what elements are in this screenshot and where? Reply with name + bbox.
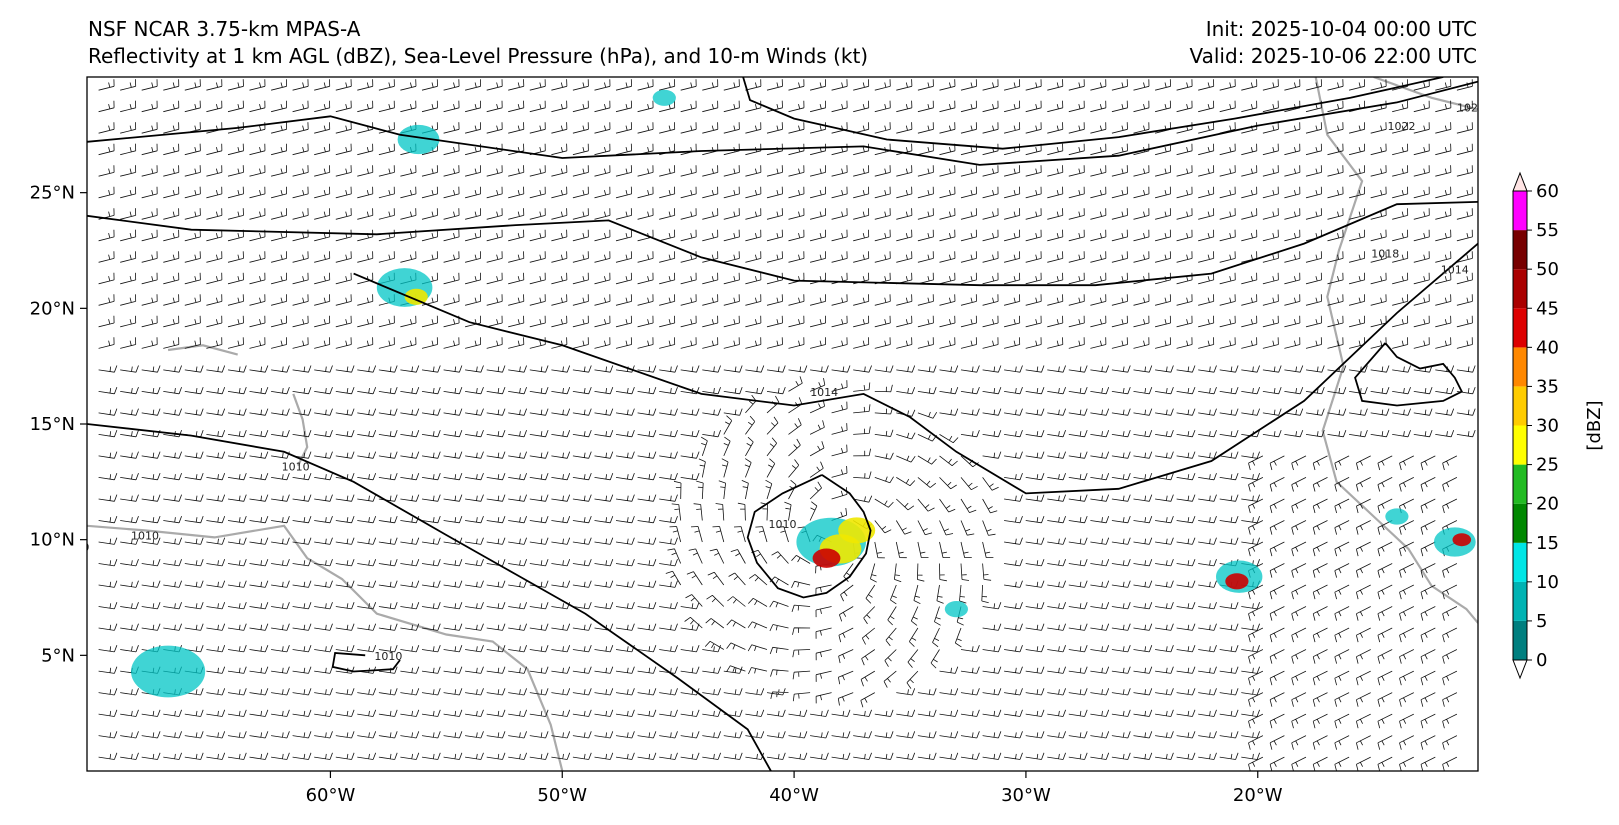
isobar-line — [331, 652, 401, 673]
isobar-label: 1014 — [810, 386, 838, 399]
colorbar-over-arrow — [1512, 171, 1528, 192]
coastline — [1373, 77, 1478, 111]
isobar-label: 1014 — [1487, 368, 1515, 381]
coastline — [87, 524, 564, 771]
isobar-label: 1018 — [1371, 247, 1399, 260]
y-tick-label: 10°N — [30, 530, 75, 551]
y-tick-label: 5°N — [41, 645, 75, 666]
coastline — [1314, 77, 1478, 624]
colorbar-tick-label: 30 — [1536, 416, 1559, 437]
colorbar-tick-label: 35 — [1536, 376, 1559, 397]
colorbar-tick-label: 45 — [1536, 298, 1559, 319]
colorbar-segment — [1513, 425, 1527, 465]
colorbar-segment — [1513, 347, 1527, 387]
isobar-line — [1354, 342, 1464, 407]
isobar-line — [742, 77, 1444, 150]
axis-layer: 60°W 50°W 40°W 30°W 20°W 5°N 10°N 15°N 20°N 25°N — [30, 183, 1283, 806]
isobar-label: 1010 — [282, 460, 310, 473]
colorbar-segment — [1513, 581, 1527, 621]
valid-time: Valid: 2025-10-06 22:00 UTC — [1189, 44, 1477, 68]
reflectivity-cell — [652, 89, 676, 106]
colorbar-tick-label: 60 — [1536, 181, 1559, 202]
colorbar-segment — [1513, 386, 1527, 426]
isobar-line — [87, 423, 772, 771]
isobar-line — [87, 80, 1478, 166]
isobar-line — [746, 474, 872, 599]
reflectivity-cell — [812, 548, 841, 568]
reflectivity-cell — [404, 288, 428, 305]
model-name: NSF NCAR 3.75-km MPAS-A — [88, 17, 361, 41]
reflectivity-cell — [1452, 533, 1472, 547]
reflectivity-layer — [131, 89, 1476, 698]
reflectivity-cell — [1385, 508, 1409, 525]
isobar-line — [87, 201, 1478, 287]
y-tick-label: 15°N — [30, 414, 75, 435]
colorbar-segment — [1513, 620, 1527, 660]
isobar-label: 1010 — [61, 541, 89, 554]
colorbar-under-arrow — [1512, 659, 1528, 680]
colorbar-tick-label: 5 — [1536, 611, 1547, 632]
isobar-line — [353, 242, 1478, 495]
reflectivity-cell — [397, 124, 440, 155]
y-tick-label: 20°N — [30, 298, 75, 319]
chart-title-right: Init: 2025-10-04 00:00 UTC Valid: 2025-1… — [1189, 16, 1477, 70]
map-content: 1022 1022 1018 1014 1014 1014 1010 1010 1010 1010… — [61, 77, 1515, 771]
x-tick-label: 50°W — [537, 785, 587, 806]
reflectivity-cell — [944, 601, 969, 618]
isobar-label: 1022 — [1457, 102, 1485, 115]
coastline — [167, 344, 238, 356]
colorbar-tick-label: 40 — [1536, 337, 1559, 358]
colorbar-tick-label: 55 — [1536, 220, 1559, 241]
chart-title-left: NSF NCAR 3.75-km MPAS-A Reflectivity at … — [88, 16, 868, 70]
reflectivity-cell — [1225, 573, 1249, 590]
x-tick-label: 30°W — [1001, 785, 1051, 806]
reflectivity-cell — [838, 517, 876, 544]
isobar-label: 1010 — [131, 530, 159, 543]
colorbar-segment — [1513, 191, 1527, 231]
y-tick-label: 25°N — [30, 183, 75, 204]
colorbar-segment — [1513, 308, 1527, 348]
isobar-label: 1010 — [769, 518, 797, 531]
colorbar-label: [dBZ] — [1584, 400, 1605, 450]
colorbar-tick-label: 50 — [1536, 259, 1559, 280]
colorbar: 0 5 10 15 20 25 30 35 40 45 50 55 60 [dBZ] — [1512, 171, 1605, 680]
field-description: Reflectivity at 1 km AGL (dBZ), Sea-Leve… — [88, 44, 869, 68]
x-tick-label: 60°W — [306, 785, 356, 806]
colorbar-segment — [1513, 230, 1527, 270]
reflectivity-cell — [131, 645, 206, 698]
isobar-layer: 1022 1022 1018 1014 1014 1014 1010 1010 1010 1010… — [61, 77, 1515, 771]
colorbar-segment — [1513, 464, 1527, 504]
wind-barb-layer — [98, 79, 1476, 771]
init-time: Init: 2025-10-04 00:00 UTC — [1205, 17, 1477, 41]
coastline — [292, 393, 309, 467]
isobar-label: 1022 — [1388, 120, 1416, 133]
colorbar-segment — [1513, 269, 1527, 309]
colorbar-segment — [1513, 542, 1527, 582]
x-tick-label: 20°W — [1233, 785, 1283, 806]
colorbar-tick-label: 10 — [1536, 572, 1559, 593]
colorbar-tick-label: 0 — [1536, 650, 1547, 671]
colorbar-segment — [1513, 503, 1527, 543]
colorbar-tick-label: 20 — [1536, 494, 1559, 515]
x-tick-label: 40°W — [769, 785, 819, 806]
isobar-label: 1014 — [1441, 264, 1469, 277]
coastline-layer — [87, 77, 1478, 771]
colorbar-tick-label: 15 — [1536, 533, 1559, 554]
wind-barbs — [98, 79, 1476, 771]
colorbar-tick-label: 25 — [1536, 455, 1559, 476]
isobar-label: 1010 — [374, 650, 402, 663]
